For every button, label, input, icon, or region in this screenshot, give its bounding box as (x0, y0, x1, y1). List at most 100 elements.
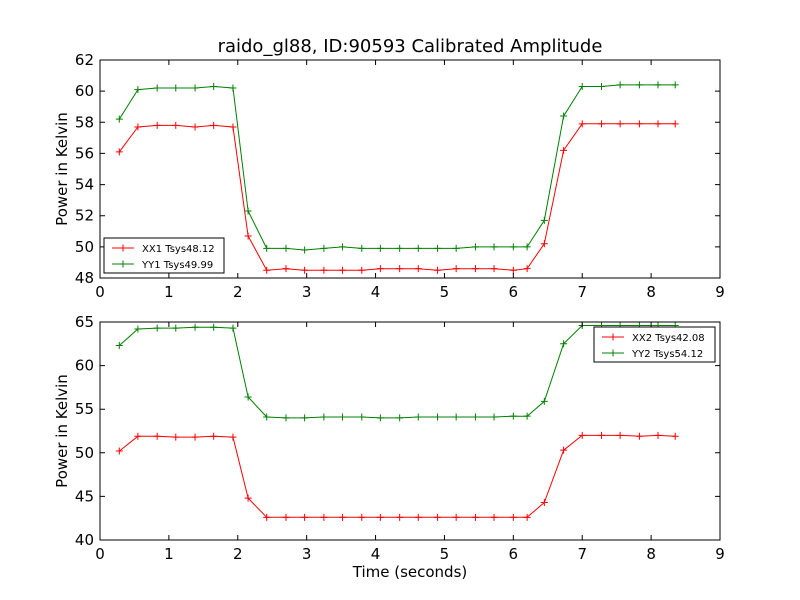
bottom-data-point (598, 431, 606, 439)
top-data-point (560, 146, 568, 154)
top-x-tick-label: 7 (577, 283, 587, 301)
bottom-data-point (358, 513, 366, 521)
bottom-data-point (396, 513, 404, 521)
bottom-x-tick-label: 4 (371, 545, 381, 563)
top-data-point (509, 243, 517, 251)
bottom-data-point (172, 433, 180, 441)
bottom-data-point (263, 513, 271, 521)
bottom-data-point (471, 413, 479, 421)
top-data-point (263, 266, 271, 274)
top-data-point (434, 266, 442, 274)
top-data-point (301, 266, 309, 274)
top-y-tick-label: 52 (75, 207, 94, 225)
top-data-point (320, 244, 328, 252)
bottom-data-point (134, 432, 142, 440)
top-y-axis-label: Power in Kelvin (53, 112, 71, 226)
bottom-legend-swatch (602, 333, 624, 341)
bottom-x-tick-label: 8 (646, 545, 656, 563)
bottom-y-axis-label: Power in Kelvin (53, 374, 71, 488)
top-data-point (654, 81, 662, 89)
bottom-data-point (635, 432, 643, 440)
bottom-data-point (229, 324, 237, 332)
top-data-point (560, 112, 568, 120)
bottom-data-point (396, 414, 404, 422)
top-data-point (671, 81, 679, 89)
bottom-data-point (376, 513, 384, 521)
bottom-x-tick-label: 0 (95, 545, 105, 563)
top-data-point (414, 244, 422, 252)
bottom-data-point (414, 413, 422, 421)
bottom-plot-marks (115, 322, 679, 521)
top-data-point (282, 244, 290, 252)
bottom-data-point (560, 446, 568, 454)
bottom-data-point (490, 513, 498, 521)
bottom-data-point (263, 413, 271, 421)
top-data-point (616, 120, 624, 128)
bottom-data-point (509, 412, 517, 420)
bottom-data-point (452, 413, 460, 421)
top-data-point (671, 120, 679, 128)
top-x-tick-label: 9 (715, 283, 725, 301)
bottom-series-line-0 (118, 434, 676, 518)
bottom-legend-box (593, 326, 716, 363)
bottom-data-point (244, 393, 252, 401)
bottom-data-point (671, 432, 679, 440)
bottom-data-point (523, 412, 531, 420)
top-legend-label: XX1 Tsys48.12 (142, 244, 215, 255)
bottom-data-point (578, 431, 586, 439)
top-data-point (490, 265, 498, 273)
top-data-point (191, 84, 199, 92)
bottom-data-point (452, 513, 460, 521)
bottom-legend-label: XX2 Tsys42.08 (632, 333, 705, 344)
top-x-tick-label: 2 (233, 283, 243, 301)
top-data-point (635, 120, 643, 128)
top-data-point (320, 266, 328, 274)
bottom-data-point (320, 413, 328, 421)
top-data-point (153, 121, 161, 129)
top-y-tick-label: 62 (75, 51, 94, 69)
top-data-point (229, 84, 237, 92)
top-data-point (115, 148, 123, 156)
top-data-point (338, 266, 346, 274)
bottom-data-point (153, 432, 161, 440)
top-x-tick-label: 6 (509, 283, 519, 301)
figure-title: raido_gl88, ID:90593 Calibrated Amplitud… (218, 36, 603, 57)
top-data-point (376, 265, 384, 273)
bottom-data-point (320, 513, 328, 521)
top-y-tick-label: 60 (75, 82, 94, 100)
top-data-point (244, 232, 252, 240)
top-data-point (578, 120, 586, 128)
top-data-point (616, 81, 624, 89)
bottom-data-point (540, 397, 548, 405)
bottom-data-point (376, 414, 384, 422)
bottom-legend-swatch (602, 349, 624, 357)
bottom-data-point (654, 431, 662, 439)
top-data-point (210, 121, 218, 129)
top-data-point (134, 86, 142, 94)
bottom-data-point (434, 513, 442, 521)
bottom-series-line-1 (118, 325, 676, 419)
top-data-point (540, 240, 548, 248)
top-data-point (376, 244, 384, 252)
top-data-point (635, 81, 643, 89)
top-x-tick-label: 1 (164, 283, 174, 301)
bottom-data-point (210, 323, 218, 331)
top-data-point (396, 265, 404, 273)
top-y-tick-label: 58 (75, 113, 94, 131)
top-x-tick-label: 8 (646, 283, 656, 301)
bottom-x-tick-label: 5 (440, 545, 450, 563)
top-data-point (358, 244, 366, 252)
bottom-data-point (414, 513, 422, 521)
bottom-x-tick-label: 7 (577, 545, 587, 563)
top-data-point (396, 244, 404, 252)
top-data-point (540, 216, 548, 224)
top-data-point (229, 123, 237, 131)
top-data-point (434, 244, 442, 252)
top-data-point (471, 243, 479, 251)
top-data-point (115, 115, 123, 123)
